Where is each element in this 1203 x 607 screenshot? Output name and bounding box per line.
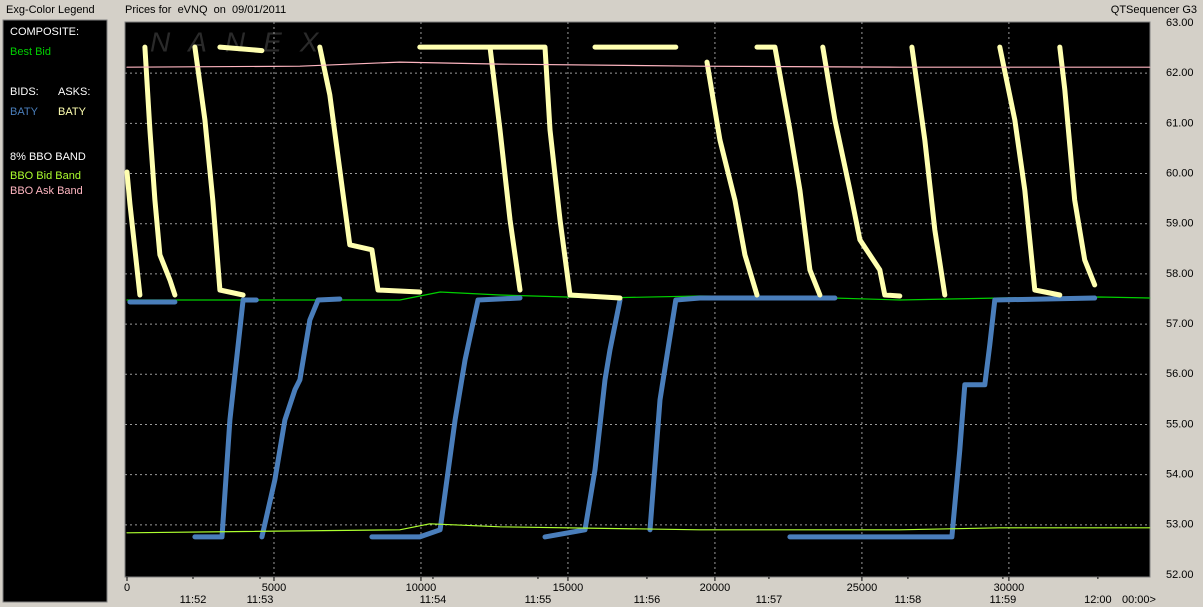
legend-entry: Best Bid: [10, 46, 51, 58]
series-line: [126, 61, 1151, 68]
legend-group: COMPOSITE:: [10, 26, 79, 38]
y-tick-label: 56.00: [1166, 368, 1194, 380]
legend-panel: [2, 19, 108, 603]
x-tick-label: 20000: [700, 582, 731, 594]
y-tick-label: 52.00: [1166, 569, 1194, 581]
y-tick-label: 53.00: [1166, 519, 1194, 531]
y-tick-label: 57.00: [1166, 318, 1194, 330]
time-tick-label: 11:54: [420, 594, 447, 606]
x-tick-label: 25000: [847, 582, 878, 594]
x-tick-label: 0: [124, 582, 130, 594]
legend-entry: BATY: [58, 106, 87, 118]
y-tick-label: 55.00: [1166, 418, 1194, 430]
series-line: [124, 44, 1098, 301]
legend-entry: BATY: [10, 106, 39, 118]
y-tick-label: 62.00: [1166, 67, 1194, 79]
legend-entry: BBO Bid Band: [10, 170, 81, 182]
y-tick-label: 58.00: [1166, 268, 1194, 280]
time-tick-label: 11:59: [990, 594, 1017, 606]
series-line: [126, 523, 1151, 534]
app-name: QTSequencer G3: [1111, 4, 1197, 16]
time-tick-label: 11:57: [756, 594, 783, 606]
time-tick-label: 11:52: [180, 594, 207, 606]
x-tick-label: 30000: [994, 582, 1025, 594]
time-tick-label: 12:00: [1084, 594, 1112, 606]
x-tick-label: 15000: [553, 582, 584, 594]
time-tick-label: 11:58: [895, 594, 922, 606]
series-line: [127, 295, 1098, 540]
y-tick-label: 54.00: [1166, 469, 1194, 481]
x-tick-label: 5000: [262, 582, 286, 594]
chart-title: Prices for eVNQ on 09/01/2011: [125, 4, 286, 16]
watermark: NANEX: [150, 26, 336, 57]
time-tick-label: 11:55: [525, 594, 552, 606]
time-tick-label: 11:53: [247, 594, 274, 606]
legend-entry: BBO Ask Band: [10, 185, 83, 197]
legend-group: ASKS:: [58, 86, 90, 98]
time-axis-end: 00:00>: [1122, 594, 1156, 606]
legend-group: BIDS:: [10, 86, 39, 98]
legend-header: Exg-Color Legend: [6, 4, 95, 16]
y-tick-label: 60.00: [1166, 167, 1194, 179]
x-tick-label: 10000: [406, 582, 437, 594]
time-tick-label: 11:56: [634, 594, 661, 606]
legend-group: 8% BBO BAND: [10, 151, 86, 163]
y-tick-label: 63.00: [1166, 17, 1194, 29]
y-tick-label: 61.00: [1166, 117, 1194, 129]
y-tick-label: 59.00: [1166, 218, 1194, 230]
